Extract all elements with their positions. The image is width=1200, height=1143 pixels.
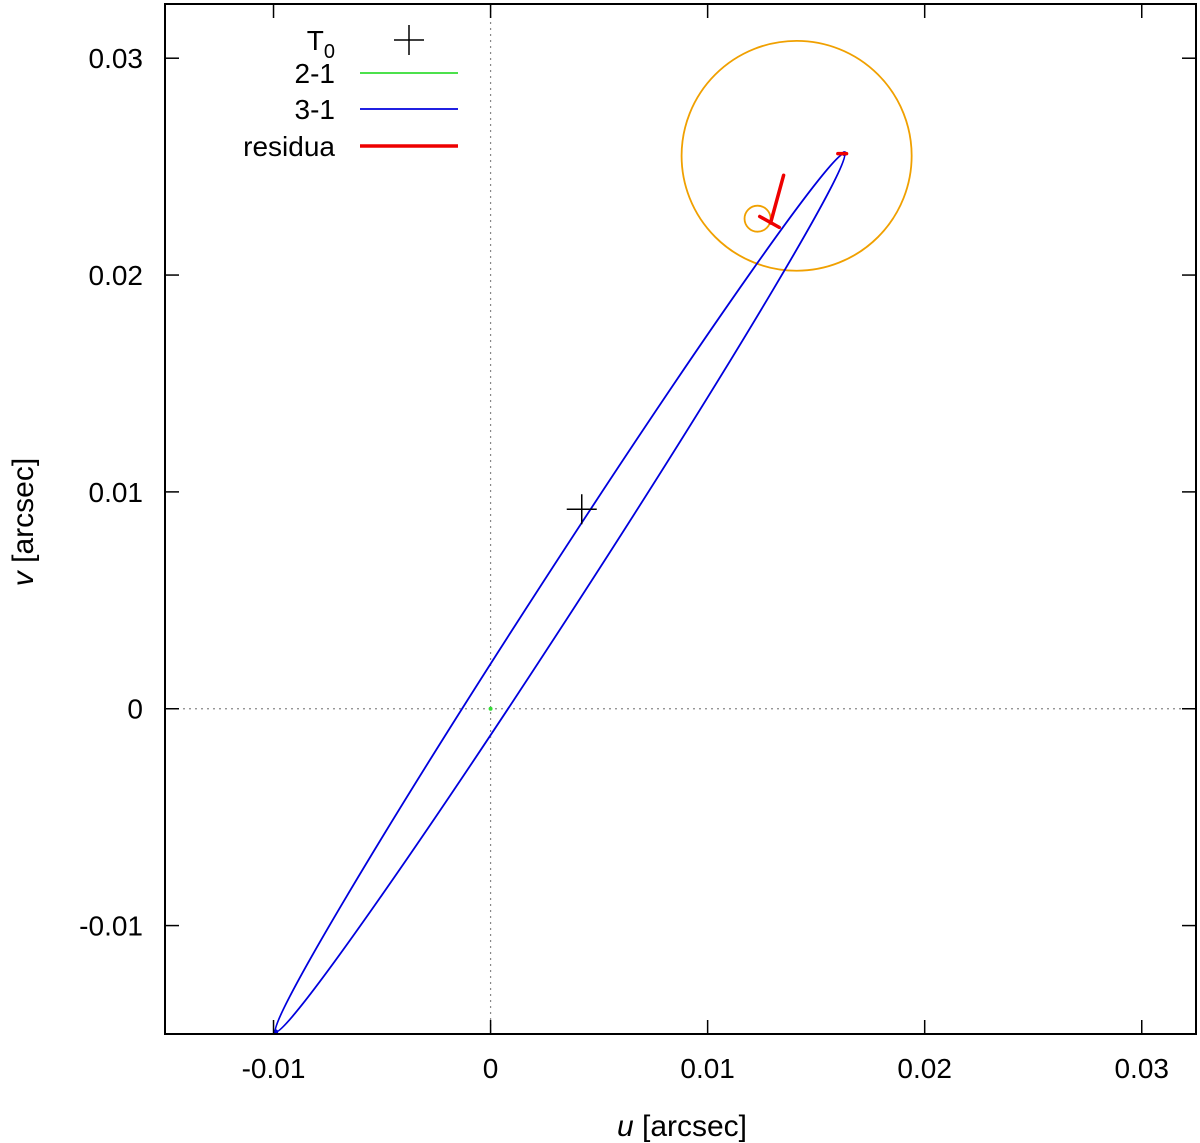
x-tick-label: 0.01 <box>680 1053 735 1084</box>
x-tick-label: 0 <box>483 1053 499 1084</box>
x-tick-label: 0.02 <box>897 1053 952 1084</box>
series-3-1-ellipse <box>274 152 846 1033</box>
x-axis-label: u [arcsec] <box>617 1110 747 1143</box>
x-tick-label: 0.03 <box>1114 1053 1169 1084</box>
legend: T02-1 3-1 residua <box>243 25 458 162</box>
plot-series <box>273 39 913 1035</box>
y-axis-label: v [arcsec] <box>7 458 40 586</box>
axis-ticks: -0.01 0 0.01 0.02 0.03 -0.01 0 0.01 0.02 0.03 <box>79 4 1196 1084</box>
x-tick-label: -0.01 <box>242 1053 306 1084</box>
zero-lines <box>165 4 1196 1034</box>
y-tick-label: 0 <box>127 694 143 725</box>
orbit-loop <box>680 39 913 272</box>
y-axis-variable: v <box>7 569 40 586</box>
legend-label: residua <box>243 131 335 162</box>
y-tick-label: 0.01 <box>89 477 144 508</box>
y-tick-label: 0.02 <box>89 260 144 291</box>
x-axis-unit: [arcsec] <box>634 1110 747 1143</box>
y-tick-label: -0.01 <box>79 911 143 942</box>
plot-frame <box>164 3 1197 1035</box>
series-2-1-point <box>488 706 493 711</box>
y-axis-unit: [arcsec] <box>7 458 40 571</box>
legend-label: 3-1 <box>295 94 335 125</box>
t0-marker <box>566 494 597 525</box>
residua-segment <box>757 214 782 230</box>
residua-segment <box>768 173 786 225</box>
x-axis-variable: u <box>617 1110 634 1143</box>
legend-label: 2-1 <box>295 58 335 89</box>
y-tick-label: 0.03 <box>89 43 144 74</box>
legend-label-t0: T0 <box>307 25 335 63</box>
